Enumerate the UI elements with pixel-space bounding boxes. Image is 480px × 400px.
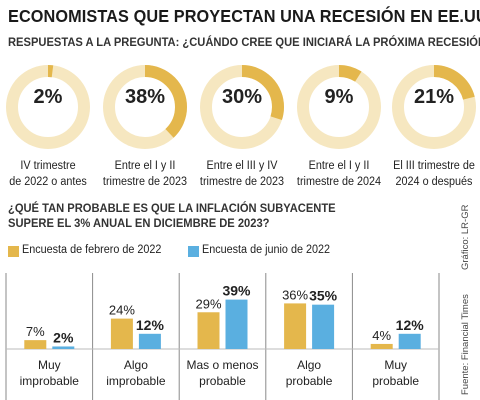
bar-label-february: 36% (282, 287, 308, 302)
bar-june (225, 299, 248, 349)
bar-question: ¿QUÉ TAN PROBABLE ES QUE LA INFLACIÓN SU… (8, 201, 417, 231)
donut-item: 2% IV trimestre de 2022 o antes (0, 60, 96, 195)
bar-june (312, 304, 335, 349)
credit-fuente: Fuente: Financial Times (460, 294, 471, 395)
donut-slice (297, 65, 381, 149)
donut-item: 38% Entre el I y II trimestre de 2023 (97, 60, 193, 195)
donut-ring (297, 65, 381, 149)
legend-swatch-june (188, 246, 199, 257)
donut-category-line-1: IV trimestre (20, 160, 76, 172)
donut-item: 9% Entre el I y II trimestre de 2024 (291, 60, 387, 195)
bar-june (138, 333, 161, 349)
category-label-line-2: probable (199, 374, 246, 388)
donut-value-label: 38% (124, 86, 166, 108)
donut-category-line-2: 2024 o después (395, 176, 473, 188)
donut-category-line-2: de 2022 o antes (9, 176, 87, 188)
bar-label-june: 12% (136, 317, 165, 333)
donut-category-label: El III trimestre de 2024 o después (389, 158, 479, 190)
donut-value-label: 2% (33, 86, 63, 108)
bar-june (398, 333, 421, 349)
donut-category-label: Entre el III y IV trimestre de 2023 (197, 158, 287, 190)
donut-slice (392, 65, 476, 149)
donut-slice (103, 65, 187, 149)
chart-title: ECONOMISTAS QUE PROYECTAN UNA RECESIÓN E… (8, 6, 480, 26)
donut-category-line-2: trimestre de 2024 (296, 176, 382, 188)
bar-february (284, 303, 307, 349)
donut-category-line-1: Entre el III y IV (206, 160, 278, 172)
bar-label-june: 35% (309, 288, 338, 304)
donut-category-line-2: trimestre de 2023 (199, 176, 285, 188)
bar-label-june: 12% (396, 317, 425, 333)
category-label-line-1: Algo (297, 358, 321, 372)
category-label-line-2: improbable (106, 374, 166, 388)
bar-february (197, 312, 220, 349)
donut-category-label: Entre el I y II trimestre de 2023 (100, 158, 190, 190)
bar-label-february: 7% (26, 324, 45, 339)
bar-label-february: 24% (109, 303, 135, 318)
bar-label-february: 4% (372, 328, 391, 343)
credit-grafico: Gráfico: LR-GR (460, 204, 471, 270)
legend-swatch-february (8, 246, 19, 257)
donut-category-label: Entre el I y II trimestre de 2024 (294, 158, 384, 190)
donut-value-label: 21% (413, 86, 455, 108)
bar-label-june: 39% (222, 283, 251, 299)
bar-chart: 7% 2%Muyimprobable24%12%Algoimprobable29%… (5, 273, 440, 400)
donut-slice (6, 65, 90, 149)
category-label-line-2: probable (286, 374, 333, 388)
donut-ring (392, 65, 476, 149)
category-label-line-1: Muy (384, 358, 407, 372)
bar-june (52, 346, 75, 349)
bar-label-june: 2% (53, 329, 74, 345)
bar-question-line-2: SUPERE EL 3% ANUAL EN DICIEMBRE DE 2023? (8, 216, 270, 230)
donut-item: 21% El III trimestre de 2024 o después (386, 60, 480, 195)
legend-label-february: Encuesta de febrero de 2022 (22, 244, 162, 256)
donut-value-label: 30% (221, 86, 263, 108)
donut-category-line-1: Entre el I y II (308, 160, 370, 172)
category-label-line-2: probable (372, 374, 419, 388)
donut-ring (103, 65, 187, 149)
bar-february (370, 343, 393, 349)
bar-february (24, 340, 47, 349)
donut-category-label: IV trimestre de 2022 o antes (3, 158, 93, 190)
legend-label-june: Encuesta de junio de 2022 (202, 244, 331, 256)
bar-question-line-1: ¿QUÉ TAN PROBABLE ES QUE LA INFLACIÓN SU… (8, 201, 336, 215)
donut-value-label: 9% (324, 86, 354, 108)
donut-ring (200, 65, 284, 149)
donut-category-line-2: trimestre de 2023 (102, 176, 188, 188)
donut-question: RESPUESTAS A LA PREGUNTA: ¿CUÁNDO CREE Q… (8, 35, 480, 49)
bar-february (110, 318, 133, 349)
donut-item: 30% Entre el III y IV trimestre de 2023 (194, 60, 290, 195)
bar-label-february: 29% (195, 296, 221, 311)
donut-chart-row: 2% IV trimestre de 2022 o antes 38% Entre el… (0, 60, 480, 195)
donut-category-line-1: El III trimestre de (393, 160, 475, 172)
category-label-line-1: Algo (124, 358, 148, 372)
donut-ring (6, 65, 90, 149)
category-label-line-1: Mas o menos (186, 358, 258, 372)
donut-slice (200, 65, 284, 149)
donut-category-line-1: Entre el I y II (114, 160, 176, 172)
category-label-line-2: improbable (20, 374, 80, 388)
category-label-line-1: Muy (38, 358, 61, 372)
